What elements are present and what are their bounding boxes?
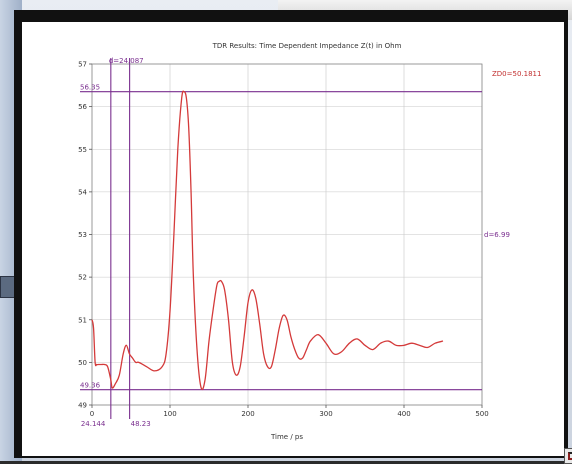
y-tick-label: 56 [78, 103, 87, 111]
horizontal-marker-label: 49.36 [80, 382, 101, 390]
y-tick-label: 52 [78, 274, 87, 282]
series-line [91, 90, 444, 391]
x-tick-label: 400 [397, 410, 410, 418]
y-tick-label: 49 [78, 402, 87, 410]
export-icon[interactable] [564, 448, 572, 464]
horizontal-delta-label: d=6.99 [484, 231, 510, 239]
x-tick-label: 300 [319, 410, 332, 418]
y-tick-label: 55 [78, 146, 87, 154]
vertical-delta-label: d=24.087 [109, 57, 144, 65]
vertical-marker-label: 24.144 [81, 420, 106, 428]
y-tick-label: 53 [78, 231, 87, 239]
vertical-marker-label: 48.23 [131, 420, 151, 428]
chart-title: TDR Results: Time Dependent Impedance Z(… [212, 42, 402, 50]
legend-entry: ZD0=50.1811 [492, 70, 541, 78]
x-axis-label: Time / ps [270, 433, 303, 441]
tdr-impedance-chart: 0 100 200 300 400 500 49 50 51 52 53 54 55 56 57 TDR Re… [78, 42, 541, 441]
y-tick-label: 50 [78, 359, 87, 367]
x-tick-label: 200 [241, 410, 254, 418]
chart-window: 0 100 200 300 400 500 49 50 51 52 53 54 55 56 57 TDR Re… [22, 22, 572, 464]
y-tick-label: 51 [78, 316, 87, 324]
y-tick-label: 54 [78, 188, 87, 196]
x-tick-label: 0 [90, 410, 94, 418]
x-tick-label: 500 [475, 410, 488, 418]
x-tick-label: 100 [163, 410, 176, 418]
horizontal-marker-label: 56.35 [80, 84, 100, 92]
y-tick-label: 57 [78, 61, 87, 69]
